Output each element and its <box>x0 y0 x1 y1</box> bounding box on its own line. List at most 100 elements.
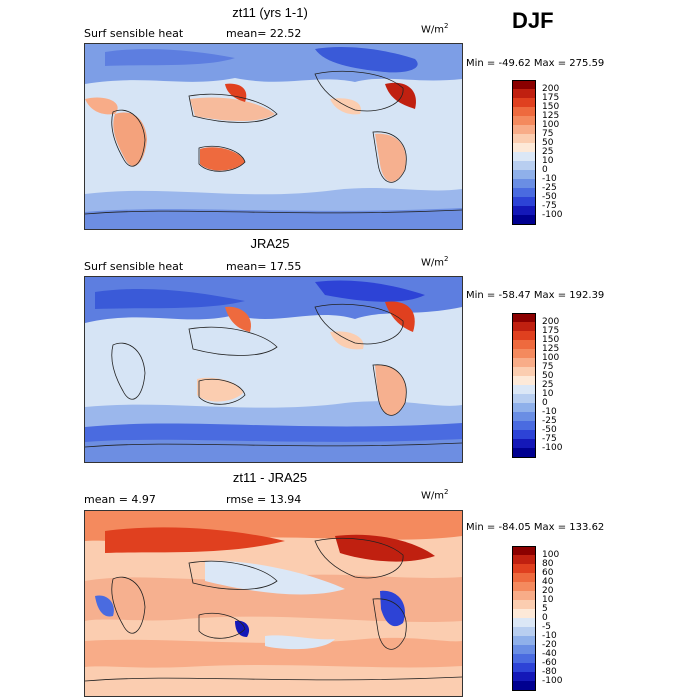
panel-1-minmax: Min = -49.62 Max = 275.59 <box>466 58 605 69</box>
colorbar-label: 100 <box>542 119 560 130</box>
colorbar-label: -100 <box>542 675 563 686</box>
colorbar-swatch <box>512 645 536 655</box>
colorbar-label: 40 <box>542 576 554 587</box>
colorbar-label: 60 <box>542 567 554 578</box>
colorbar-swatch <box>512 80 536 90</box>
colorbar-label: -10 <box>542 406 557 417</box>
panel-2-title: JRA25 <box>250 236 290 251</box>
colorbar-swatch <box>512 609 536 619</box>
panel-1-title: zt11 (yrs 1-1) <box>232 5 308 20</box>
colorbar-label: 0 <box>542 612 548 623</box>
colorbar-swatch <box>512 197 536 207</box>
colorbar-swatch <box>512 564 536 574</box>
colorbar-swatch <box>512 215 536 225</box>
colorbar-swatch <box>512 555 536 565</box>
colorbar-label: 125 <box>542 110 560 121</box>
colorbar-label: 75 <box>542 361 554 372</box>
panel-1-units: W/m2 <box>421 22 449 36</box>
panel-3-colorbar: 100 80 60 40 20 10 5 0 -5 -10 -20 -40 -60 -80 -100 <box>512 546 572 691</box>
colorbar-swatch <box>512 349 536 359</box>
colorbar-swatch <box>512 376 536 386</box>
colorbar-swatch <box>512 322 536 332</box>
colorbar-label: -75 <box>542 433 557 444</box>
colorbar-swatch <box>512 421 536 431</box>
colorbar-label: 10 <box>542 594 554 605</box>
colorbar-label: -25 <box>542 182 557 193</box>
colorbar-label: 200 <box>542 83 560 94</box>
colorbar-label: 150 <box>542 334 560 345</box>
colorbar-swatch <box>512 618 536 628</box>
panel-1-map <box>84 43 463 230</box>
colorbar-swatch <box>512 573 536 583</box>
colorbar-swatch <box>512 430 536 440</box>
colorbar-label: -25 <box>542 415 557 426</box>
colorbar-swatch <box>512 636 536 646</box>
colorbar-swatch <box>512 143 536 153</box>
colorbar-swatch <box>512 385 536 395</box>
colorbar-swatch <box>512 179 536 189</box>
colorbar-label: 5 <box>542 603 548 614</box>
colorbar-swatch <box>512 591 536 601</box>
colorbar-swatch <box>512 358 536 368</box>
colorbar-swatch <box>512 340 536 350</box>
panel-3-rmse-label: rmse = 13.94 <box>226 493 302 506</box>
colorbar-label: -80 <box>542 666 557 677</box>
colorbar-swatch <box>512 600 536 610</box>
colorbar-label: 200 <box>542 316 560 327</box>
colorbar-swatch <box>512 439 536 449</box>
colorbar-swatch <box>512 152 536 162</box>
season-label: DJF <box>512 8 554 33</box>
colorbar-swatch <box>512 582 536 592</box>
colorbar-swatch <box>512 161 536 171</box>
colorbar-swatch <box>512 125 536 135</box>
colorbar-swatch <box>512 663 536 673</box>
panel-2-colorbar: 200 175 150 125 100 75 50 25 10 0 -10 -25 -50 -75 -100 <box>512 313 572 458</box>
colorbar-swatch <box>512 672 536 682</box>
colorbar-label: -40 <box>542 648 557 659</box>
colorbar-swatch <box>512 98 536 108</box>
panel-3-map <box>84 510 463 697</box>
panel-3-mean-label: mean = 4.97 <box>84 493 156 506</box>
colorbar-label: 0 <box>542 164 548 175</box>
colorbar-label: 125 <box>542 343 560 354</box>
colorbar-label: -50 <box>542 191 557 202</box>
panel-2-mean-label: mean= 17.55 <box>226 260 302 273</box>
colorbar-label: 175 <box>542 325 560 336</box>
colorbar-label: -60 <box>542 657 557 668</box>
panel-2-left-label: Surf sensible heat <box>84 260 184 273</box>
colorbar-label: -50 <box>542 424 557 435</box>
colorbar-swatch <box>512 313 536 323</box>
colorbar-swatch <box>512 206 536 216</box>
colorbar-label: 80 <box>542 558 554 569</box>
colorbar-label: -5 <box>542 621 551 632</box>
colorbar-label: 100 <box>542 352 560 363</box>
colorbar-label: 100 <box>542 549 560 560</box>
colorbar-label: -100 <box>542 442 563 453</box>
panel-1-mean-label: mean= 22.52 <box>226 27 302 40</box>
colorbar-label: 25 <box>542 146 554 157</box>
colorbar-swatch <box>512 627 536 637</box>
panel-1-colorbar: 200 175 150 125 100 75 50 25 10 0 -10 -25 -50 -75 -100 <box>512 80 572 225</box>
colorbar-label: -10 <box>542 173 557 184</box>
colorbar-label: 175 <box>542 92 560 103</box>
colorbar-label: 50 <box>542 137 554 148</box>
panel-2-minmax: Min = -58.47 Max = 192.39 <box>466 290 605 301</box>
colorbar-label: 150 <box>542 101 560 112</box>
panel-3-title: zt11 - JRA25 <box>232 470 308 485</box>
colorbar-swatch <box>512 170 536 180</box>
colorbar-swatch <box>512 546 536 556</box>
colorbar-label: -100 <box>542 209 563 220</box>
colorbar-label: 10 <box>542 388 554 399</box>
colorbar-swatch <box>512 403 536 413</box>
colorbar-label: 75 <box>542 128 554 139</box>
colorbar-label: 50 <box>542 370 554 381</box>
panel-3-units: W/m2 <box>421 488 449 502</box>
colorbar-swatch <box>512 116 536 126</box>
colorbar-label: 0 <box>542 397 548 408</box>
colorbar-label: 25 <box>542 379 554 390</box>
colorbar-label: -10 <box>542 630 557 641</box>
colorbar-swatch <box>512 107 536 117</box>
colorbar-swatch <box>512 448 536 458</box>
colorbar-swatch <box>512 681 536 691</box>
colorbar-label: 20 <box>542 585 554 596</box>
